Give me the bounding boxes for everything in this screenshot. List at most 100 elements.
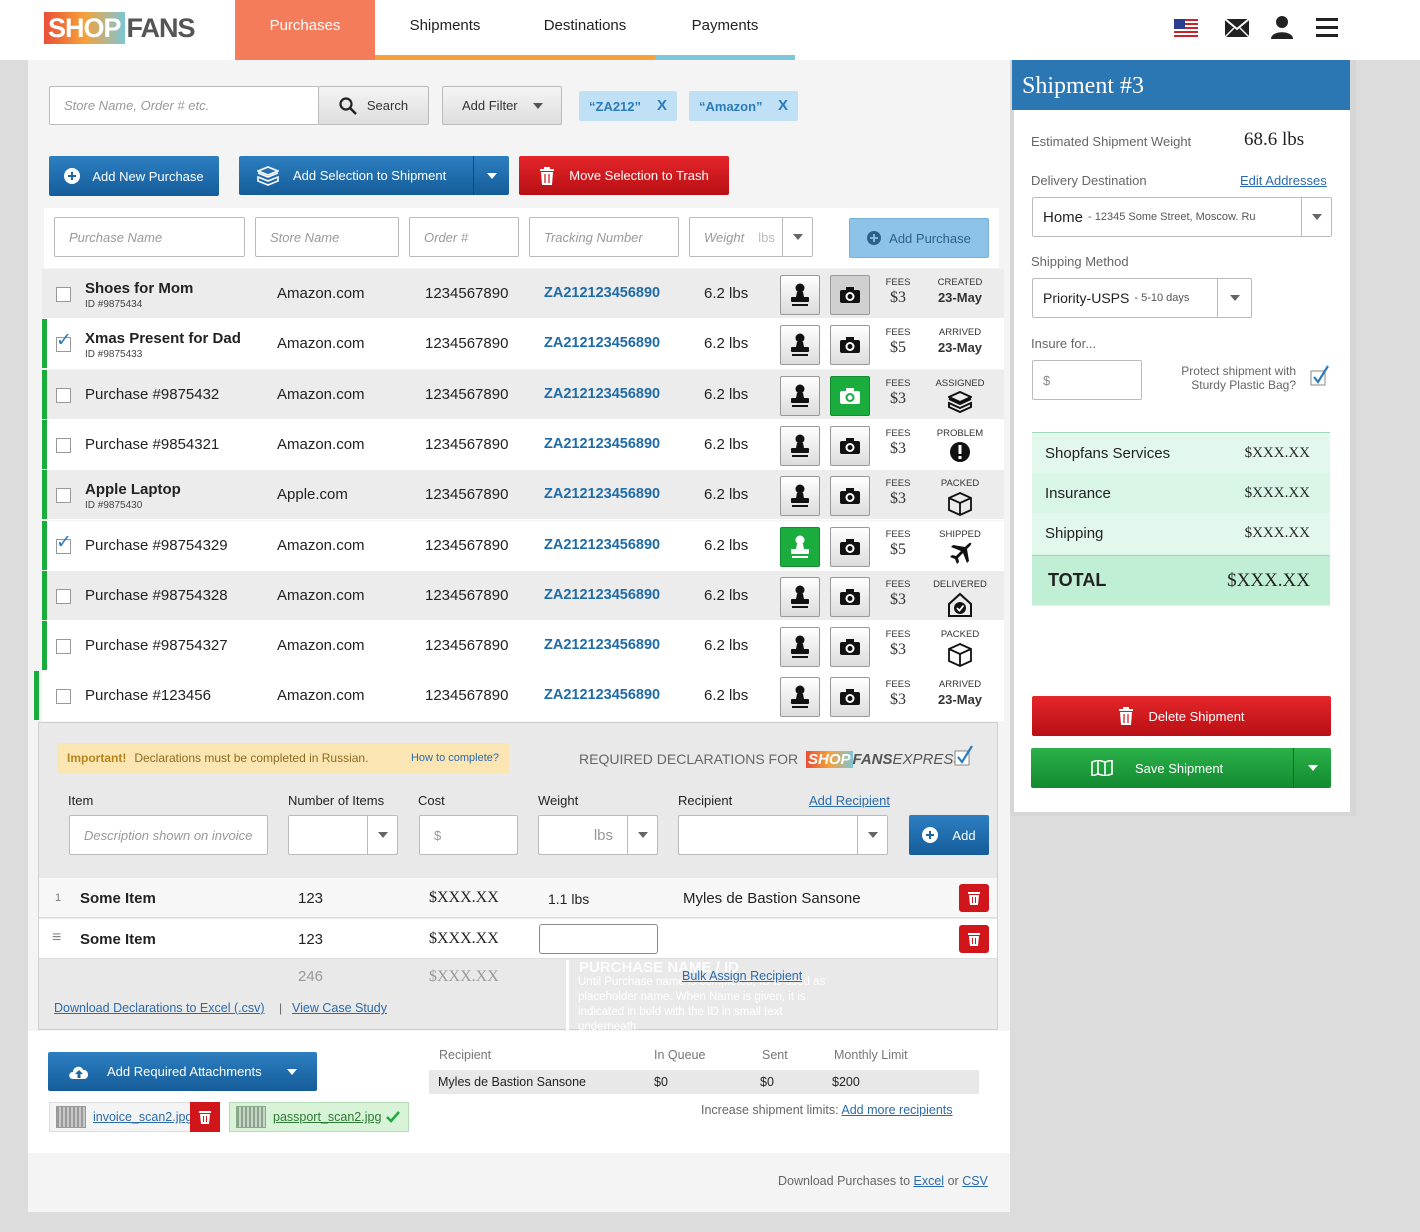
save-shipment-button[interactable]: Save Shipment bbox=[1031, 748, 1331, 788]
recipient-select[interactable] bbox=[678, 815, 888, 855]
row-checkbox[interactable] bbox=[56, 387, 71, 403]
mail-icon[interactable] bbox=[1224, 18, 1250, 38]
purchase-row[interactable]: Purchase #98754327 Amazon.com 1234567890 ZA… bbox=[42, 621, 1004, 672]
add-recipient-link[interactable]: Add Recipient bbox=[809, 793, 890, 808]
menu-icon[interactable] bbox=[1316, 17, 1338, 37]
store-name-input[interactable]: Store Name bbox=[255, 217, 399, 257]
delete-item-button[interactable] bbox=[959, 884, 989, 912]
shipping-method-select[interactable]: Priority-USPS - 5-10 days bbox=[1032, 278, 1252, 318]
destination-select[interactable]: Home - 12345 Some Street, Moscow. Ru bbox=[1032, 197, 1332, 237]
insure-input[interactable]: $ bbox=[1032, 360, 1142, 400]
row-checkbox[interactable] bbox=[56, 437, 71, 453]
attachment-filename[interactable]: invoice_scan2.jpg bbox=[93, 1110, 193, 1124]
add-declaration-button[interactable]: Add bbox=[909, 815, 989, 855]
purchase-row[interactable]: Apple Laptop ID #9875430 Apple.com 12345678… bbox=[42, 470, 1004, 521]
drag-handle-icon[interactable]: ≡ bbox=[52, 929, 62, 946]
tracking-number-input[interactable]: Tracking Number bbox=[529, 217, 679, 257]
tracking-number[interactable]: ZA212123456890 bbox=[544, 285, 661, 301]
tracking-number[interactable]: ZA212123456890 bbox=[544, 687, 661, 704]
search-button[interactable]: Search bbox=[318, 86, 429, 125]
photo-button[interactable] bbox=[830, 677, 870, 718]
tab-destinations[interactable]: Destinations bbox=[515, 0, 655, 60]
close-icon[interactable]: X bbox=[656, 97, 667, 114]
checkbox-checked-icon[interactable] bbox=[954, 745, 974, 767]
bulk-assign-recipient-link[interactable]: Bulk Assign Recipient bbox=[682, 969, 803, 983]
purchase-row[interactable]: Purchase #98754328 Amazon.com 1234567890 ZA… bbox=[42, 570, 1004, 621]
stamp-button[interactable] bbox=[780, 576, 820, 617]
photo-button[interactable] bbox=[830, 325, 870, 366]
number-of-items-select[interactable] bbox=[288, 815, 398, 855]
add-selection-dropdown[interactable] bbox=[473, 156, 509, 195]
purchase-row[interactable]: Purchase #123456 Amazon.com 1234567890 ZA21… bbox=[34, 671, 1004, 722]
attachment-passport[interactable]: passport_scan2.jpg bbox=[229, 1102, 409, 1132]
edit-addresses-link[interactable]: Edit Addresses bbox=[1240, 173, 1327, 188]
row-checkbox[interactable] bbox=[56, 488, 71, 504]
row-checkbox[interactable] bbox=[56, 329, 72, 353]
view-case-study-link[interactable]: View Case Study bbox=[292, 1001, 387, 1015]
add-required-attachments-button[interactable]: Add Required Attachments bbox=[48, 1052, 317, 1091]
stamp-button[interactable] bbox=[780, 526, 820, 567]
photo-button[interactable] bbox=[830, 375, 870, 416]
attachment-filename[interactable]: passport_scan2.jpg bbox=[273, 1110, 382, 1124]
tracking-number[interactable]: ZA212123456890 bbox=[544, 385, 661, 402]
photo-button[interactable] bbox=[830, 576, 870, 617]
download-excel-link[interactable]: Excel bbox=[913, 1174, 945, 1188]
close-icon[interactable]: X bbox=[777, 97, 788, 114]
add-more-recipients-link[interactable]: Add more recipients bbox=[841, 1103, 953, 1117]
stamp-button[interactable] bbox=[780, 677, 820, 718]
photo-button[interactable] bbox=[830, 476, 870, 517]
item-description-input[interactable]: Description shown on invoice bbox=[69, 815, 268, 855]
weight-input[interactable]: Weight lbs bbox=[689, 217, 813, 257]
user-icon[interactable] bbox=[1270, 15, 1294, 39]
tracking-number[interactable]: ZA212123456890 bbox=[544, 435, 661, 452]
us-flag-icon[interactable] bbox=[1174, 19, 1198, 37]
add-filter-dropdown[interactable]: Add Filter bbox=[442, 86, 562, 125]
tracking-number[interactable]: ZA212123456890 bbox=[544, 335, 661, 352]
stamp-button[interactable] bbox=[780, 476, 820, 517]
photo-button[interactable] bbox=[830, 425, 870, 466]
cost-input[interactable]: $ bbox=[419, 815, 518, 855]
purchase-row[interactable]: Purchase #9854321 Amazon.com 1234567890 ZA2… bbox=[42, 419, 1004, 470]
download-csv-link[interactable]: CSV bbox=[962, 1174, 988, 1188]
purchase-name-input[interactable]: Purchase Name bbox=[54, 217, 245, 257]
stamp-button[interactable] bbox=[780, 275, 820, 315]
photo-button[interactable] bbox=[830, 275, 870, 315]
row-checkbox[interactable] bbox=[56, 531, 72, 554]
search-input[interactable]: Store Name, Order # etc. bbox=[49, 86, 319, 125]
tab-shipments[interactable]: Shipments bbox=[375, 0, 515, 60]
row-checkbox[interactable] bbox=[56, 588, 71, 604]
photo-button[interactable] bbox=[830, 526, 870, 567]
delete-item-button[interactable] bbox=[959, 925, 989, 953]
purchase-row[interactable]: Shoes for Mom ID #9875434 Amazon.com 123456… bbox=[42, 269, 1004, 319]
delete-attachment-button[interactable] bbox=[190, 1102, 220, 1132]
add-purchase-button[interactable]: Add Purchase bbox=[849, 218, 989, 258]
stamp-button[interactable] bbox=[780, 627, 820, 668]
tracking-number[interactable]: ZA212123456890 bbox=[544, 586, 661, 603]
tab-purchases[interactable]: Purchases bbox=[235, 0, 375, 68]
tracking-number[interactable]: ZA212123456890 bbox=[544, 536, 661, 553]
declaration-weight-edit-input[interactable] bbox=[539, 924, 658, 954]
purchase-row[interactable]: Purchase #9875432 Amazon.com 1234567890 ZA2… bbox=[42, 369, 1004, 420]
photo-button[interactable] bbox=[830, 627, 870, 668]
row-checkbox[interactable] bbox=[56, 639, 71, 655]
row-checkbox[interactable] bbox=[56, 689, 71, 705]
how-to-complete-link[interactable]: How to complete? bbox=[410, 752, 499, 764]
tab-payments[interactable]: Payments bbox=[655, 0, 795, 60]
stamp-button[interactable] bbox=[780, 375, 820, 416]
move-to-trash-button[interactable]: Move Selection to Trash bbox=[519, 156, 729, 195]
tracking-number[interactable]: ZA212123456890 bbox=[544, 637, 661, 654]
save-shipment-dropdown[interactable] bbox=[1293, 748, 1331, 788]
shopfans-logo[interactable]: SHOP FANS bbox=[44, 12, 196, 44]
tracking-number[interactable]: ZA212123456890 bbox=[544, 486, 661, 503]
add-new-purchase-button[interactable]: Add New Purchase bbox=[49, 156, 219, 196]
attachment-invoice[interactable]: invoice_scan2.jpg bbox=[49, 1102, 220, 1132]
purchase-row[interactable]: Purchase #98754329 Amazon.com 1234567890 ZA… bbox=[42, 520, 1004, 571]
weight-unit-dropdown[interactable] bbox=[782, 218, 812, 256]
stamp-button[interactable] bbox=[780, 325, 820, 366]
order-number-input[interactable]: Order # bbox=[409, 217, 519, 257]
delete-shipment-button[interactable]: Delete Shipment bbox=[1032, 696, 1331, 736]
row-checkbox[interactable] bbox=[56, 287, 71, 302]
item-weight-input[interactable]: lbs bbox=[538, 815, 658, 855]
add-selection-to-shipment-button[interactable]: Add Selection to Shipment bbox=[239, 156, 509, 195]
